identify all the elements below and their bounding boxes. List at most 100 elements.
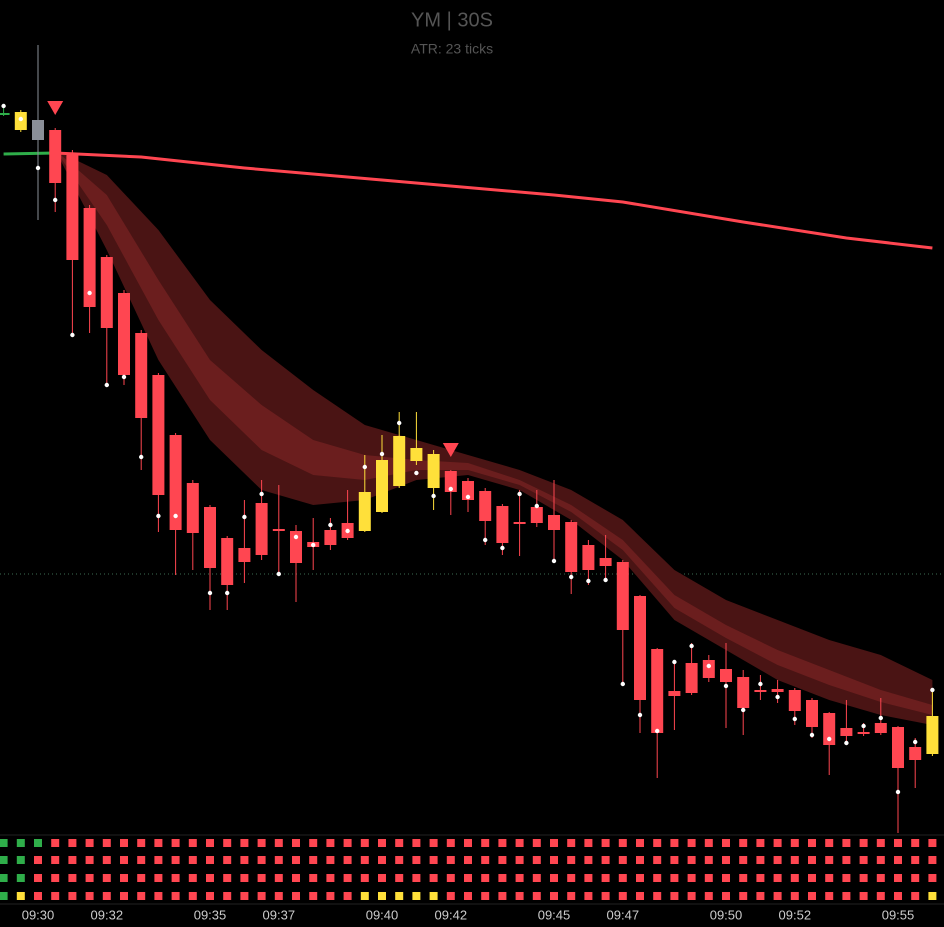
- marker-dot: [844, 740, 849, 746]
- indicator-cell: [120, 874, 128, 882]
- indicator-cell: [206, 839, 214, 847]
- indicator-cell: [0, 856, 8, 864]
- indicator-cell: [739, 874, 748, 882]
- indicator-cell: [343, 839, 352, 847]
- x-tick-label: 09:55: [882, 907, 915, 922]
- candle-body: [358, 492, 371, 531]
- indicator-cell: [859, 892, 868, 900]
- marker-dot: [792, 716, 797, 722]
- indicator-cell: [34, 839, 42, 847]
- marker-dot: [70, 332, 75, 338]
- indicator-cell: [601, 839, 610, 847]
- indicator-cell: [584, 892, 593, 900]
- indicator-cell: [739, 892, 748, 900]
- indicator-cell: [292, 874, 300, 882]
- indicator-cell: [446, 839, 455, 847]
- indicator-cell: [137, 856, 146, 864]
- indicator-cell: [378, 874, 386, 882]
- indicator-cell: [618, 874, 627, 882]
- candle-body: [651, 649, 664, 733]
- candle-body: [427, 454, 440, 488]
- marker-dot: [448, 486, 453, 492]
- indicator-cell: [756, 856, 765, 864]
- marker-dot: [500, 545, 505, 551]
- indicator-cell: [498, 856, 507, 864]
- marker-dot: [139, 454, 144, 460]
- candle-body: [909, 747, 922, 760]
- candle-body: [926, 716, 939, 754]
- indicator-cell: [274, 892, 283, 900]
- indicator-cell: [429, 856, 438, 864]
- indicator-cell: [653, 892, 662, 900]
- marker-dot: [569, 574, 574, 580]
- indicator-cell: [739, 856, 748, 864]
- marker-dot: [207, 590, 213, 596]
- indicator-cell: [532, 839, 541, 847]
- indicator-cell: [876, 892, 885, 900]
- indicator-cell: [395, 856, 404, 864]
- x-tick-label: 09:37: [263, 907, 296, 922]
- candle-body: [565, 522, 578, 572]
- indicator-cell: [274, 856, 283, 864]
- indicator-cell: [584, 874, 593, 882]
- indicator-cell: [0, 874, 8, 882]
- indicator-cell: [326, 874, 335, 882]
- indicator-cell: [240, 839, 249, 847]
- candle-body: [66, 155, 79, 260]
- indicator-cell: [618, 892, 627, 900]
- signal-arrow: [442, 443, 459, 457]
- indicator-cell: [360, 892, 369, 900]
- candle-body: [874, 723, 887, 733]
- marker-dot: [328, 522, 333, 528]
- indicator-cell: [722, 856, 730, 864]
- indicator-cell: [154, 874, 163, 882]
- indicator-cell: [51, 892, 60, 900]
- marker-dot: [689, 643, 694, 649]
- indicator-cell: [464, 874, 472, 882]
- indicator-cell: [756, 874, 765, 882]
- indicator-cell: [911, 839, 920, 847]
- indicator-cell: [567, 874, 576, 882]
- indicator-cell: [911, 874, 920, 882]
- indicator-cell: [894, 892, 902, 900]
- indicator-cell: [0, 839, 8, 847]
- indicator-cell: [137, 839, 146, 847]
- indicator-cell: [687, 892, 696, 900]
- indicator-cell: [326, 856, 335, 864]
- candle-body: [685, 663, 698, 693]
- marker-dot: [706, 663, 711, 669]
- indicator-cell: [876, 839, 885, 847]
- signal-arrow: [47, 101, 64, 115]
- indicator-cell: [188, 892, 197, 900]
- marker-dot: [534, 503, 539, 509]
- indicator-cell: [704, 839, 713, 847]
- indicator-cell: [670, 892, 679, 900]
- indicator-cell: [515, 856, 524, 864]
- candle-body: [857, 732, 870, 734]
- marker-dot: [775, 694, 780, 700]
- indicator-cell: [412, 874, 421, 882]
- indicator-cell: [240, 856, 249, 864]
- indicator-cell: [601, 874, 610, 882]
- indicator-cell: [481, 856, 490, 864]
- indicator-cell: [550, 874, 558, 882]
- indicator-cell: [429, 874, 438, 882]
- indicator-cell: [790, 892, 799, 900]
- marker-dot: [311, 542, 316, 548]
- indicator-cell: [360, 874, 369, 882]
- indicator-cell: [137, 874, 146, 882]
- indicator-cell: [206, 856, 214, 864]
- indicator-cell: [68, 874, 77, 882]
- indicator-cell: [85, 856, 94, 864]
- indicator-cell: [653, 839, 662, 847]
- indicator-cell: [85, 892, 94, 900]
- indicator-cell: [188, 874, 197, 882]
- indicator-cell: [722, 874, 730, 882]
- x-tick-label: 09:45: [538, 907, 571, 922]
- indicator-cell: [292, 892, 300, 900]
- indicator-cell: [532, 874, 541, 882]
- indicator-cell: [412, 856, 421, 864]
- indicator-cell: [51, 839, 60, 847]
- indicator-cell: [34, 856, 42, 864]
- indicator-cell: [670, 856, 679, 864]
